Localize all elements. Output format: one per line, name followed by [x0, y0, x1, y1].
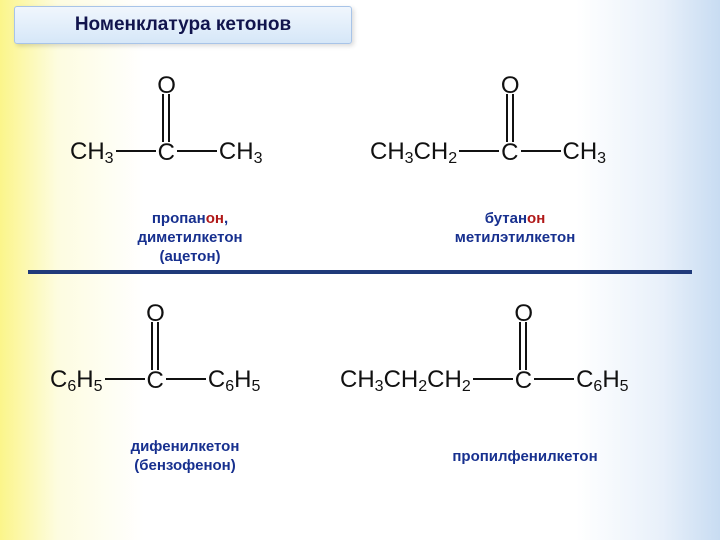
double-bond-line [168, 94, 170, 142]
oxygen: O [146, 300, 165, 328]
bond-right [177, 150, 217, 152]
caption-line: пропилфенилкетон [410, 448, 640, 467]
oxygen: O [157, 72, 176, 100]
left-group: C6H5 [50, 366, 103, 396]
bond-left [105, 378, 145, 380]
molecule-acetone: CH3 C CH3 O [70, 72, 310, 202]
left-group: CH3 [70, 138, 114, 168]
caption-part: (бензофенон) [134, 457, 235, 474]
left-group: CH3CH2CH2 [340, 366, 471, 396]
double-bond-line [506, 94, 508, 142]
right-group: CH3 [219, 138, 263, 168]
bond-right [521, 150, 561, 152]
bond-left [116, 150, 156, 152]
caption-line: (бензофенон) [70, 457, 300, 476]
caption-part: пропилфенилкетон [452, 448, 597, 465]
bond-left [459, 150, 499, 152]
oxygen: O [514, 300, 533, 328]
double-bond-line [525, 322, 527, 370]
caption-part: метилэтилкетон [455, 229, 576, 246]
caption-line: диметилкетон [60, 229, 320, 248]
double-bond-line [162, 94, 164, 142]
caption-part: (ацетон) [159, 248, 220, 265]
caption-acetone: пропанон,диметилкетон(ацетон) [60, 210, 320, 266]
caption-part: пропан [152, 210, 206, 227]
carbonyl-c: C [158, 139, 175, 167]
right-group: C6H5 [576, 366, 629, 396]
caption-butanone: бутанонметилэтилкетон [400, 210, 630, 248]
caption-part: , [224, 210, 228, 227]
divider [28, 270, 692, 274]
double-bond-line [151, 322, 153, 370]
caption-line: дифенилкетон [70, 438, 300, 457]
molecule-benzophenone: C6H5 C C6H5 O [50, 300, 330, 430]
carbonyl-c: C [515, 367, 532, 395]
bond-right [166, 378, 206, 380]
title-box: Номенклатура кетонов [14, 6, 352, 44]
chain: CH3 C CH3 [70, 138, 263, 168]
oxygen: O [501, 72, 520, 100]
caption-part: дифенилкетон [131, 438, 240, 455]
caption-benzophenone: дифенилкетон (бензофенон) [70, 438, 300, 476]
chain: C6H5 C C6H5 [50, 366, 260, 396]
double-bond-line [512, 94, 514, 142]
caption-line: (ацетон) [60, 248, 320, 267]
double-bond-line [519, 322, 521, 370]
bond-right [534, 378, 574, 380]
carbonyl-c: C [501, 139, 518, 167]
title-text: Номенклатура кетонов [75, 14, 291, 36]
caption-line: пропанон, [60, 210, 320, 229]
molecule-propylphenyl: CH3CH2CH2 C C6H5 O [340, 300, 700, 430]
bond-left [473, 378, 513, 380]
caption-propylphenyl: пропилфенилкетон [410, 448, 640, 467]
caption-part: он [527, 210, 545, 227]
carbonyl-c: C [147, 367, 164, 395]
chain: CH3CH2 C CH3 [370, 138, 606, 168]
caption-line: бутанон [400, 210, 630, 229]
caption-part: бутан [485, 210, 527, 227]
right-group: CH3 [563, 138, 607, 168]
molecule-butanone: CH3CH2 C CH3 O [370, 72, 670, 202]
right-group: C6H5 [208, 366, 261, 396]
caption-line: метилэтилкетон [400, 229, 630, 248]
left-group: CH3CH2 [370, 138, 457, 168]
double-bond-line [157, 322, 159, 370]
caption-part: диметилкетон [137, 229, 242, 246]
chain: CH3CH2CH2 C C6H5 [340, 366, 629, 396]
caption-part: он [206, 210, 224, 227]
